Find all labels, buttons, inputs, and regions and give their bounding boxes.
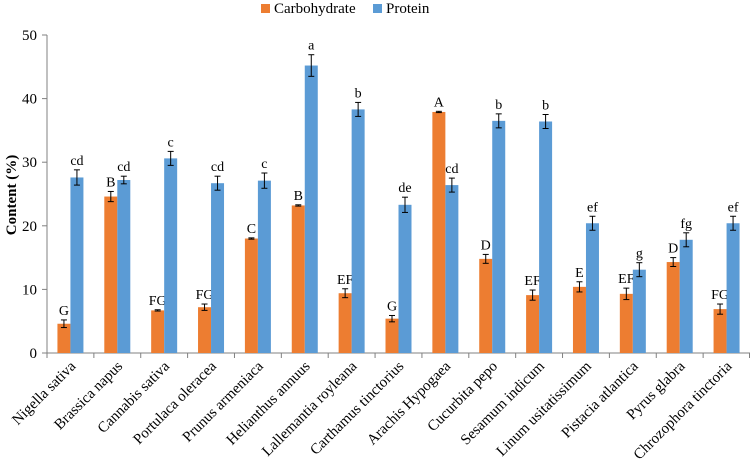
y-tick-label: 50 xyxy=(22,28,37,44)
legend: Carbohydrate Protein xyxy=(261,1,430,17)
legend-label-protein: Protein xyxy=(386,1,430,17)
protein-significance-label: b xyxy=(542,99,549,114)
carbohydrate-significance-label: FG xyxy=(149,294,167,309)
protein-significance-label: b xyxy=(495,98,502,113)
protein-bar xyxy=(164,158,178,353)
protein-bar xyxy=(257,180,271,353)
y-tick-label: 0 xyxy=(30,346,38,362)
protein-significance-label: cd xyxy=(117,160,130,175)
carbohydrate-bar xyxy=(385,318,399,353)
protein-significance-label: a xyxy=(308,39,315,54)
protein-bar xyxy=(70,177,84,353)
legend-swatch-protein xyxy=(373,4,382,13)
carbohydrate-significance-label: G xyxy=(387,299,397,314)
protein-bar xyxy=(445,185,459,353)
protein-bar xyxy=(726,223,740,353)
x-tick-label: Portulaca oleracea xyxy=(131,358,221,448)
legend-swatch-carbohydrate xyxy=(261,4,270,13)
protein-significance-label: cd xyxy=(445,162,458,177)
protein-bar xyxy=(117,180,131,353)
carbohydrate-bar xyxy=(244,238,258,353)
protein-significance-label: cd xyxy=(70,154,83,169)
protein-significance-label: cd xyxy=(211,160,224,175)
protein-bar xyxy=(679,239,693,353)
carbohydrate-bar xyxy=(526,295,540,353)
carbohydrate-significance-label: B xyxy=(106,175,115,190)
protein-significance-label: c xyxy=(261,157,267,172)
x-tick-label: Sesamum indicum xyxy=(458,358,548,448)
carbohydrate-bar xyxy=(572,286,586,353)
carbohydrate-significance-label: EF xyxy=(524,274,541,289)
x-tick-label: Helianthus annuus xyxy=(224,358,314,448)
carbohydrate-bar xyxy=(619,293,633,353)
protein-bar xyxy=(539,121,553,353)
carbohydrate-bar xyxy=(151,310,165,353)
legend-label-carbohydrate: Carbohydrate xyxy=(274,1,356,17)
carbohydrate-significance-label: D xyxy=(481,238,491,253)
y-tick-label: 40 xyxy=(22,92,37,108)
protein-bar xyxy=(304,65,318,353)
protein-significance-label: g xyxy=(636,247,643,262)
y-tick-label: 20 xyxy=(22,219,37,235)
protein-significance-label: de xyxy=(398,181,411,196)
carbohydrate-significance-label: E xyxy=(575,266,584,281)
protein-bar xyxy=(398,204,412,353)
carbohydrate-significance-label: A xyxy=(434,95,445,110)
protein-significance-label: fg xyxy=(680,217,692,232)
carbohydrate-significance-label: EF xyxy=(337,273,354,288)
protein-significance-label: ef xyxy=(728,200,739,215)
carbohydrate-significance-label: B xyxy=(294,189,303,204)
protein-significance-label: b xyxy=(355,86,362,101)
protein-bar xyxy=(211,183,225,353)
carbohydrate-bar xyxy=(432,111,446,354)
protein-significance-label: ef xyxy=(587,200,598,215)
carbohydrate-bar xyxy=(104,196,118,353)
carbohydrate-bar xyxy=(291,205,305,353)
y-axis-label: Content (%) xyxy=(4,155,20,235)
protein-bar xyxy=(632,269,646,353)
carbohydrate-significance-label: EF xyxy=(618,272,635,287)
carbohydrate-significance-label: FG xyxy=(711,288,729,303)
y-tick-label: 30 xyxy=(22,155,37,171)
carbohydrate-significance-label: G xyxy=(59,304,69,319)
protein-bar xyxy=(492,120,506,353)
carbohydrate-significance-label: C xyxy=(247,222,256,237)
carbohydrate-bar xyxy=(338,293,352,353)
carbohydrate-bar xyxy=(666,262,680,353)
carbohydrate-bar xyxy=(198,307,212,353)
protein-bar xyxy=(585,223,599,353)
carbohydrate-bar xyxy=(479,258,493,353)
y-tick-label: 10 xyxy=(22,282,37,298)
carbohydrate-significance-label: D xyxy=(668,242,678,257)
carbohydrate-bar xyxy=(713,309,727,353)
protein-bar xyxy=(351,109,365,353)
carbohydrate-significance-label: FG xyxy=(196,288,214,303)
x-tick-label: Arachis Hypogaea xyxy=(364,358,454,448)
protein-significance-label: c xyxy=(168,135,174,150)
x-tick-label: Prunus armeniaca xyxy=(180,358,267,445)
carbohydrate-bar xyxy=(57,323,71,353)
